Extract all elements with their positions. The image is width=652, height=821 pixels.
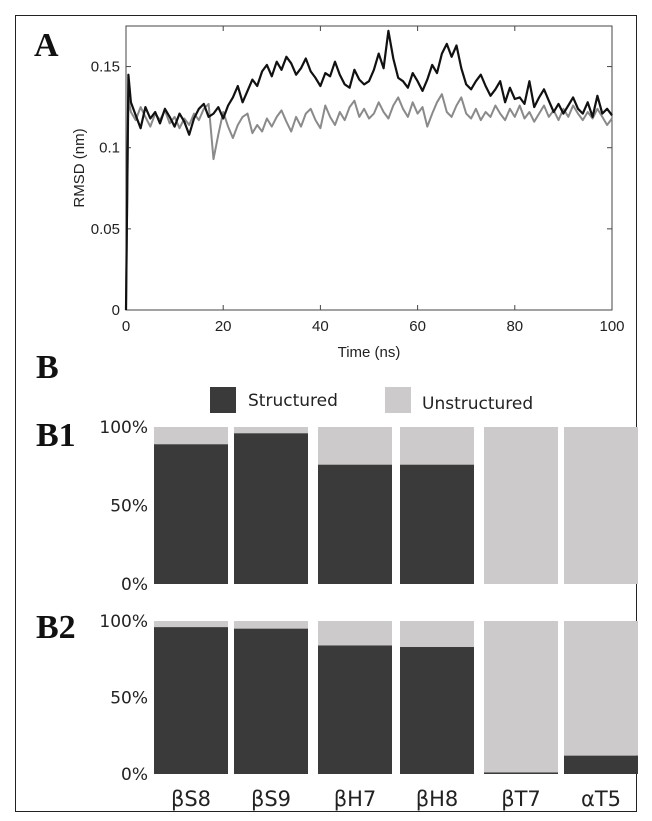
category-label: βH7 — [334, 787, 377, 811]
y-tick-label: 0.05 — [91, 221, 120, 238]
x-axis-title: Time (ns) — [338, 344, 401, 361]
legend-label-structured: Structured — [248, 391, 338, 411]
category-label: βH8 — [416, 787, 459, 811]
y-tick-label: 50% — [110, 497, 148, 517]
bar-unstructured — [154, 427, 228, 445]
y-tick-label: 50% — [110, 689, 148, 709]
y-tick-label: 0.15 — [91, 59, 120, 76]
bar-unstructured — [234, 427, 308, 434]
legend-label-unstructured: Unstructured — [422, 394, 533, 414]
legend-swatch-unstructured — [385, 387, 411, 413]
bar-structured — [400, 464, 474, 584]
panel-label-b1: B1 — [36, 417, 76, 454]
bar-structured — [154, 627, 228, 774]
x-tick-label: 100 — [599, 318, 624, 335]
y-tick-label: 0.1 — [99, 140, 120, 157]
bar-unstructured — [400, 427, 474, 465]
bar-structured — [318, 464, 392, 584]
category-label: αT5 — [581, 787, 621, 811]
category-label: βS9 — [251, 787, 291, 811]
legend-swatch-structured — [210, 387, 236, 413]
bar-unstructured — [318, 621, 392, 646]
series-line-gray — [125, 93, 613, 311]
figure-frame — [15, 15, 637, 812]
bar-unstructured — [154, 621, 228, 628]
y-tick-label: 100% — [99, 612, 148, 632]
bar-structured — [154, 444, 228, 584]
bar-structured — [234, 628, 308, 774]
category-label: βT7 — [501, 787, 541, 811]
bar-structured — [234, 433, 308, 584]
x-tick-label: 80 — [506, 318, 523, 335]
bar-unstructured — [400, 621, 474, 648]
series-line-black — [124, 29, 613, 311]
bar-structured — [400, 647, 474, 774]
bar-unstructured — [564, 621, 638, 756]
x-tick-label: 20 — [215, 318, 232, 335]
bar-unstructured — [234, 621, 308, 629]
legend: Structured Unstructured — [210, 387, 533, 414]
y-tick-label: 0% — [121, 575, 148, 595]
y-tick-label: 0 — [112, 302, 120, 319]
bar-structured — [318, 645, 392, 774]
bar-structured — [564, 755, 638, 774]
b2-stacked-bar-chart: 0% 50% 100% βS8 βS9 βH7 βH8 βT7 αT5 — [99, 612, 638, 811]
x-tick-label: 40 — [312, 318, 329, 335]
panel-label-b: B — [36, 349, 59, 386]
x-tick-label: 60 — [409, 318, 426, 335]
y-axis-title: RMSD (nm) — [71, 128, 88, 207]
bar-unstructured — [484, 427, 558, 584]
rmsd-line-chart: 0 20 40 60 80 100 0 0.05 0.1 0.15 Time (ns) RMSD … — [71, 25, 625, 361]
bar-unstructured — [484, 621, 558, 773]
category-label: βS8 — [171, 787, 211, 811]
bar-unstructured — [564, 427, 638, 584]
b1-stacked-bar-chart: 0% 50% 100% — [99, 418, 638, 595]
y-tick-label: 100% — [99, 418, 148, 438]
panel-label-b2: B2 — [36, 609, 76, 646]
y-tick-label: 0% — [121, 765, 148, 785]
panel-label-a: A — [34, 27, 59, 64]
plot-area — [125, 25, 613, 311]
bar-unstructured — [318, 427, 392, 465]
x-tick-label: 0 — [122, 318, 130, 335]
bar-structured — [484, 772, 558, 774]
